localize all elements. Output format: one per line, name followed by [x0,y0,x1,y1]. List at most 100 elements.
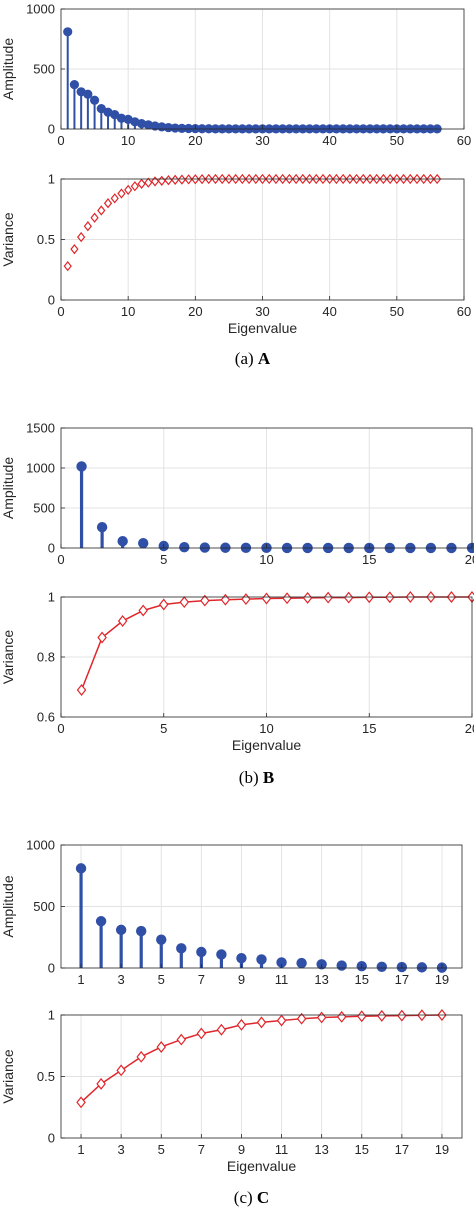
y-axis-label: Amplitude [0,457,16,519]
x-tick-label: 20 [188,304,202,319]
variance-marker [124,184,133,196]
y-tick-label: 0 [48,122,55,137]
variance-marker [137,178,146,190]
panel-caption-a: (a) A [235,349,271,368]
stem-marker [236,952,247,964]
variance-marker [397,1009,407,1022]
y-tick-label: 1 [48,1008,55,1023]
stem-marker [95,916,107,927]
stem-marker [196,946,207,958]
caption-prefix: (c) [234,1188,257,1207]
y-axis-label: Variance [0,1049,16,1103]
stem-marker [216,949,227,960]
variance-marker [323,591,333,604]
x-tick-label: 11 [275,1142,289,1157]
variance-marker [110,193,119,204]
variance-marker [343,591,354,604]
variance-marker [220,593,231,606]
stem-marker [177,123,187,133]
variance-marker [117,615,128,627]
caption-prefix: (b) [239,768,263,787]
x-tick-label: 30 [255,133,269,148]
y-tick-label: 500 [33,501,55,516]
x-tick-label: 50 [390,133,404,148]
variance-marker [83,221,92,232]
stem-marker [75,863,87,874]
y-tick-label: 500 [33,899,55,914]
x-tick-label: 9 [238,972,245,987]
x-tick-label: 1 [77,972,84,987]
y-tick-label: 500 [33,62,55,77]
y-tick-label: 0 [48,961,55,976]
x-tick-label: 0 [57,304,64,319]
y-axis-label: Amplitude [0,38,16,100]
x-tick-label: 3 [118,972,125,987]
stem-marker [156,934,167,945]
x-tick-label: 11 [275,972,289,987]
y-tick-label: 1 [48,172,55,187]
variance-marker [261,592,272,605]
x-tick-label: 1 [77,1142,84,1157]
x-tick-label: 0 [57,133,64,148]
variance-marker [216,1023,227,1036]
variance-marker [90,212,99,223]
y-tick-label: 0 [48,1131,55,1146]
stem-marker [96,522,108,533]
variance-marker [356,1010,367,1023]
variance-marker [156,1041,167,1053]
x-tick-label: 60 [457,133,471,148]
variance-marker [179,596,190,609]
stem-marker [256,954,267,965]
stem-marker [110,110,120,120]
x-tick-label: 10 [121,133,135,148]
stem-marker [138,538,149,549]
y-tick-label: 1000 [26,838,55,853]
variance-marker [196,1027,207,1040]
x-tick-label: 20 [465,552,474,567]
stem-marker [96,104,106,114]
variance-marker [116,1064,126,1077]
caption-letter: B [263,768,274,787]
stem-marker [276,957,287,968]
x-tick-label: 10 [121,304,135,319]
x-tick-label: 15 [355,1142,369,1157]
x-tick-label: 60 [457,304,471,319]
x-tick-label: 15 [362,552,376,567]
stem-marker [184,123,194,134]
x-tick-label: 50 [390,304,404,319]
variance-marker [316,1011,327,1024]
variance-marker [200,594,210,607]
variance-marker [138,604,148,617]
variance-marker [302,591,313,604]
x-tick-label: 19 [435,1142,449,1157]
x-tick-label: 15 [362,721,376,736]
x-axis-label: Eigenvalue [227,1158,296,1174]
x-tick-label: 13 [314,1142,328,1157]
plot-b-amplitude: 0 5 10 15 20 0 500 1000 1500 Amplitude [0,421,474,567]
variance-marker [70,244,79,255]
stem-marker [76,461,87,472]
variance-marker [76,684,87,696]
x-tick-label: 40 [322,133,336,148]
y-tick-label: 0.5 [37,1069,55,1084]
x-axis-label: Eigenvalue [228,320,297,336]
stem-marker [376,961,387,972]
variance-marker [76,1096,86,1109]
x-tick-label: 20 [465,721,474,736]
x-tick-label: 9 [238,1142,245,1157]
variance-marker [150,176,160,187]
y-tick-label: 1000 [26,461,55,476]
y-tick-label: 0.8 [37,650,55,665]
variance-marker [296,1012,307,1025]
stem-marker [179,542,190,553]
x-tick-label: 7 [198,972,205,987]
x-tick-label: 13 [314,972,328,987]
stem-marker [416,962,428,973]
variance-marker [176,1033,187,1046]
variance-marker [96,1077,106,1090]
variance-marker [256,1016,267,1029]
stem-marker [115,924,127,936]
variance-marker [276,1014,287,1027]
